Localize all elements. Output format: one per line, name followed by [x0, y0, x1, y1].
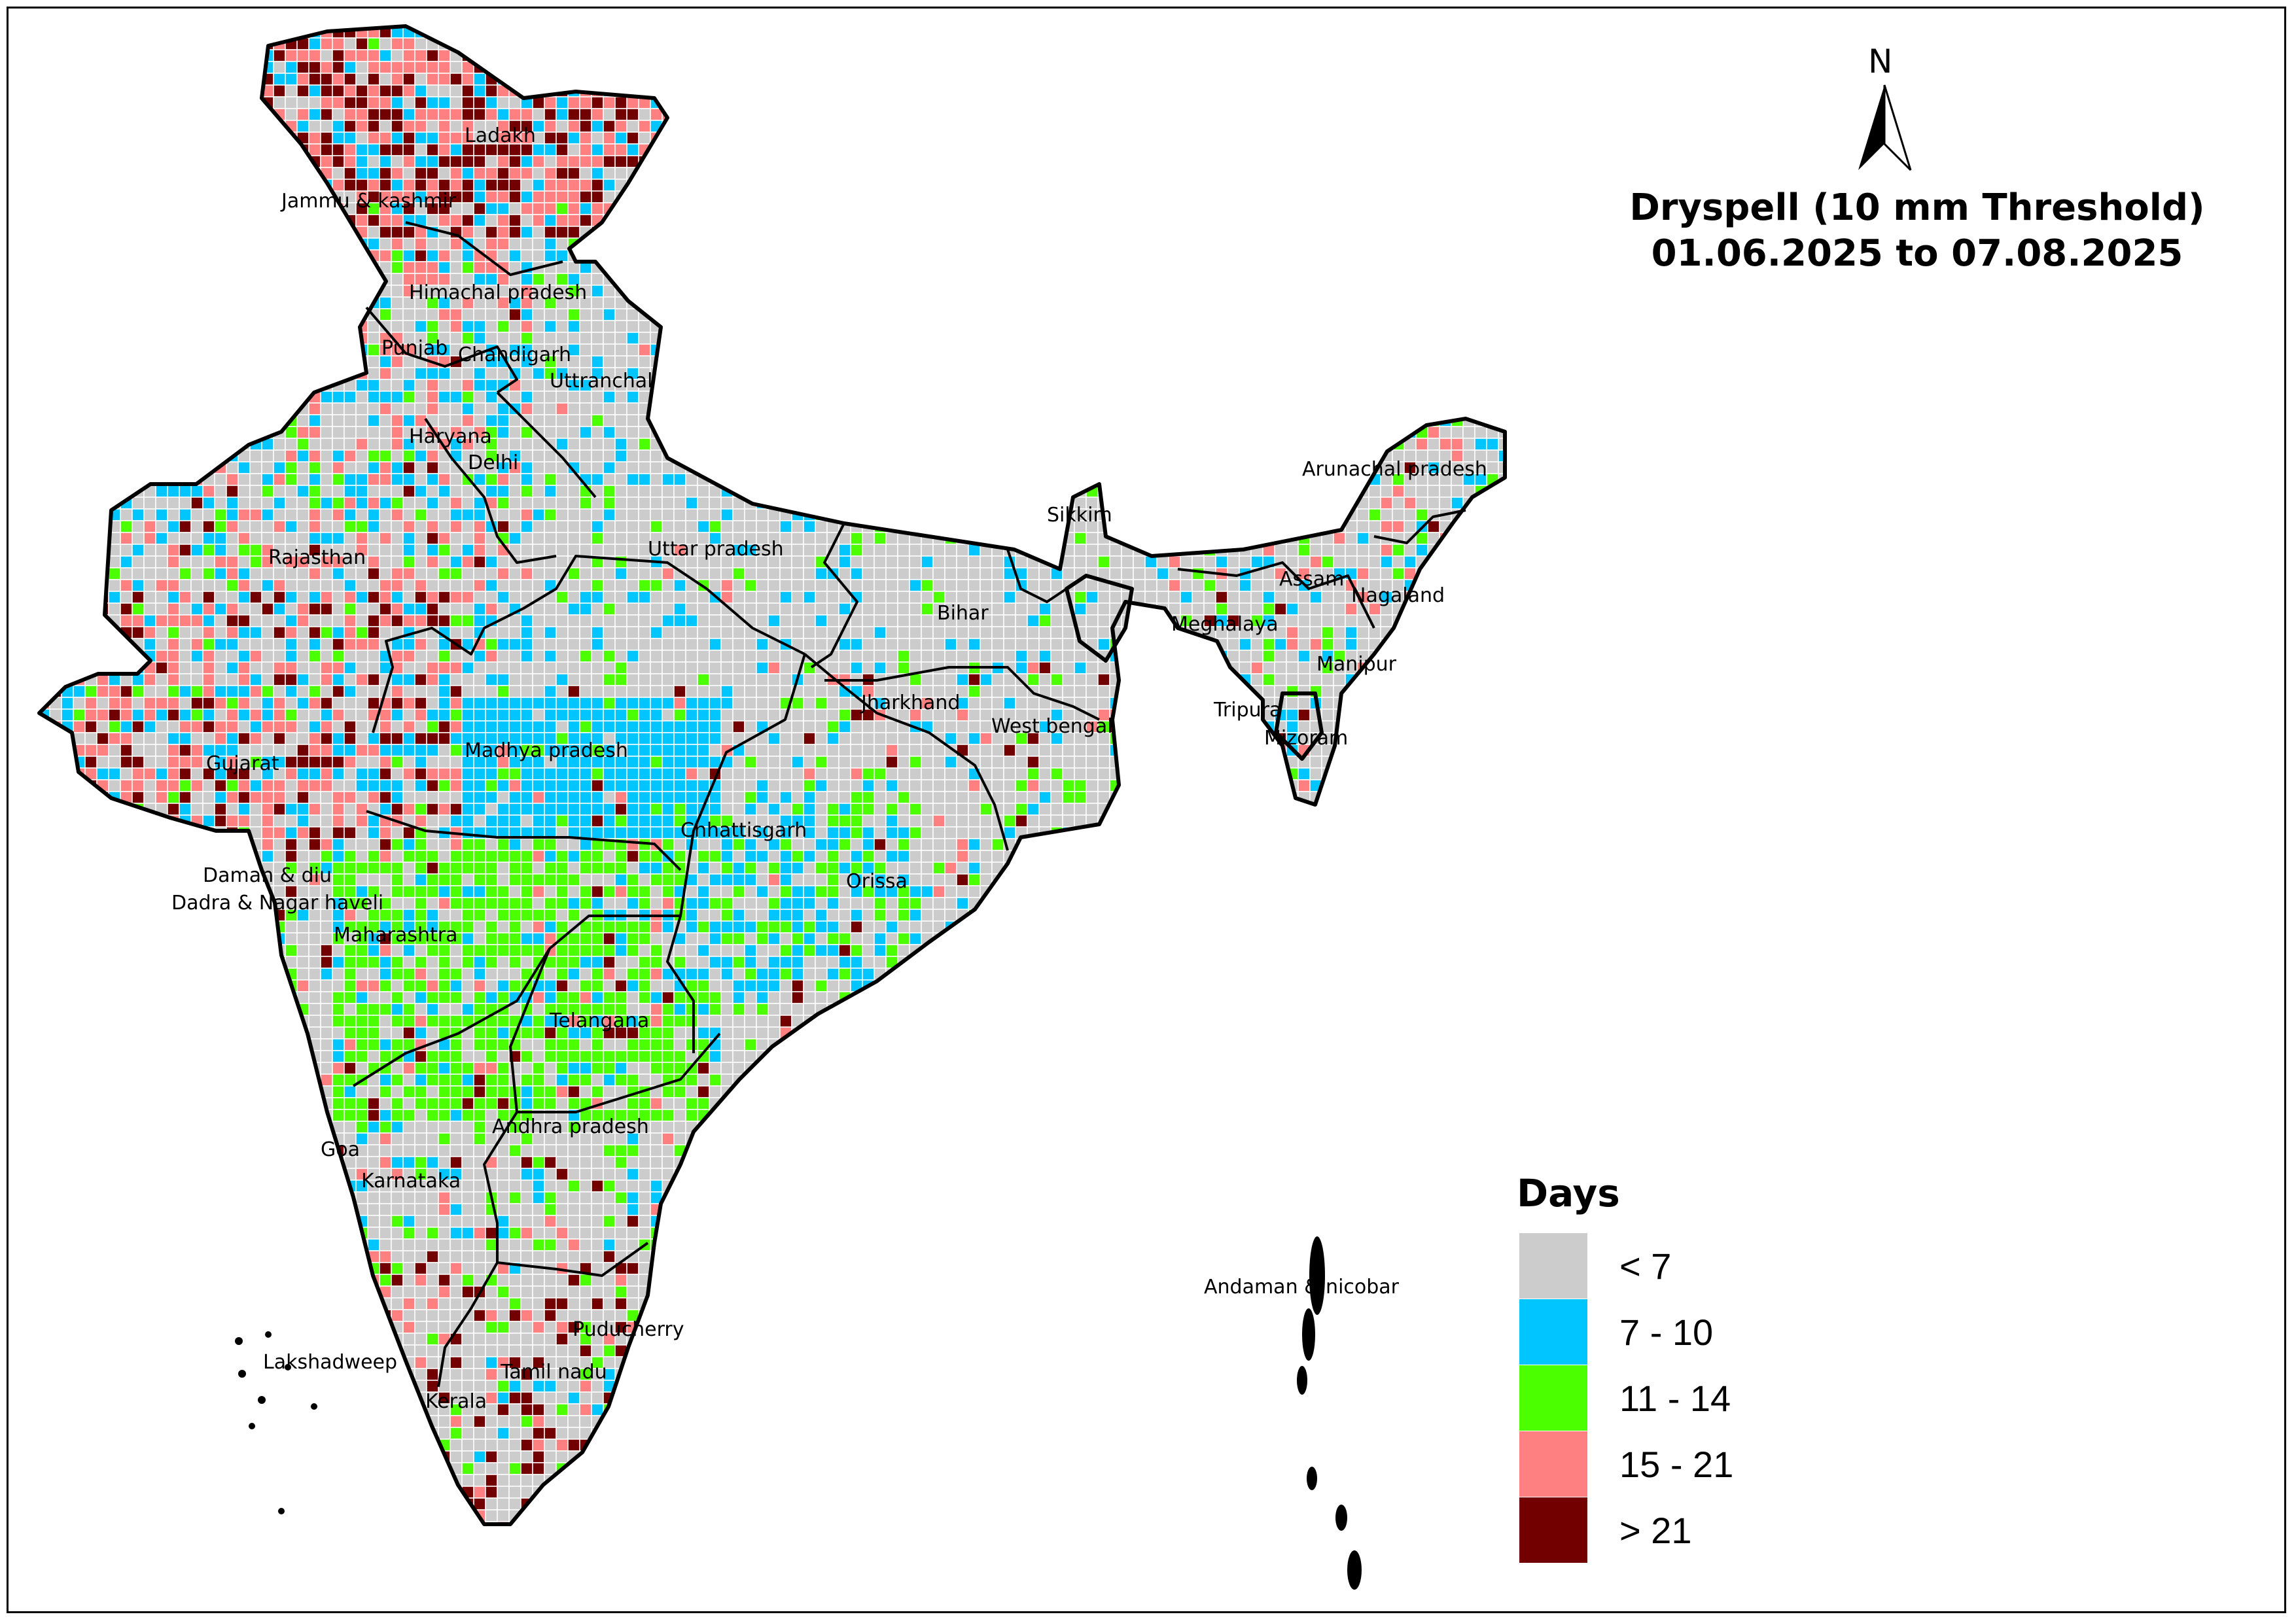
state-label: Goa [321, 1138, 360, 1161]
state-label: Puducherry [573, 1318, 684, 1341]
state-label: Karnataka [361, 1170, 461, 1193]
state-label: Meghalaya [1171, 613, 1279, 636]
nicobar-island [1335, 1505, 1347, 1531]
nicobar-island [1307, 1467, 1317, 1490]
lakshadweep-island [278, 1508, 285, 1514]
legend-label: 7 - 10 [1619, 1312, 1714, 1353]
north-arrow-icon [1858, 84, 1912, 171]
state-boundaries [352, 221, 1466, 1387]
state-label: Lakshadweep [263, 1351, 398, 1374]
state-label: Tamil nadu [501, 1361, 607, 1384]
state-label: Ladakh [465, 124, 536, 147]
state-label: Sikkim [1047, 504, 1112, 527]
state-label: Tripura [1214, 699, 1282, 722]
legend-label: 11 - 14 [1619, 1378, 1731, 1419]
state-label: Maharashtra [334, 924, 458, 947]
state-label: Chhattisgarh [680, 819, 807, 842]
state-label: Haryana [409, 425, 492, 448]
nicobar-island [1347, 1550, 1362, 1590]
state-label: Orissa [846, 870, 908, 893]
legend-label: 15 - 21 [1619, 1444, 1734, 1485]
dryspell-grid [39, 26, 1505, 1524]
andaman-island [1309, 1236, 1325, 1315]
legend-label: < 7 [1619, 1246, 1672, 1287]
lakshadweep-island [235, 1337, 243, 1345]
tripura-boundary [1274, 691, 1324, 761]
state-label: Andhra pradesh [492, 1115, 649, 1138]
state-label: Himachal pradesh [409, 281, 588, 304]
state-label: Mizoram [1264, 727, 1349, 750]
islands [235, 1236, 1362, 1590]
northeast-boundary [1065, 574, 1134, 663]
state-label: Dadra & Nagar haveli [171, 892, 384, 915]
state-label: Daman & diu [203, 864, 332, 887]
state-label: Rajasthan [268, 546, 366, 569]
legend-swatch [1519, 1233, 1587, 1299]
legend-swatch [1519, 1365, 1587, 1431]
map-title-line1: Dryspell (10 mm Threshold) [1629, 186, 2205, 229]
legend-label: > 21 [1619, 1510, 1692, 1551]
state-label: Punjab [381, 337, 448, 360]
state-label: Madhya pradesh [465, 739, 628, 762]
map-frame [7, 7, 2286, 1613]
state-label: Chandigarh [458, 343, 571, 366]
legend-title: Days [1517, 1171, 1620, 1215]
state-label: West bengal [991, 715, 1113, 738]
legend-swatch [1519, 1299, 1587, 1365]
north-label: N [1868, 43, 1893, 80]
state-label: Uttar pradesh [648, 538, 784, 561]
map-title-line2: 01.06.2025 to 07.08.2025 [1651, 232, 2183, 275]
lakshadweep-island [249, 1423, 255, 1429]
state-label: Arunachal pradesh [1302, 458, 1487, 481]
legend-swatch [1519, 1497, 1587, 1563]
state-label: Kerala [425, 1390, 487, 1413]
state-label: Bihar [937, 602, 989, 625]
state-label: Delhi [468, 451, 519, 474]
state-label: Andaman & nicobar [1204, 1276, 1400, 1299]
state-label: Uttranchal [550, 370, 653, 393]
lakshadweep-island [238, 1370, 246, 1378]
state-label: Manipur [1316, 653, 1397, 676]
andaman-island [1302, 1308, 1315, 1361]
state-label: Jammu & kashmir [281, 190, 456, 213]
legend-swatch [1519, 1431, 1587, 1497]
lakshadweep-island [285, 1364, 291, 1370]
state-label: Gujarat [206, 752, 279, 775]
state-label: Telangana [550, 1009, 650, 1032]
state-label: Nagaland [1351, 584, 1445, 607]
lakshadweep-island [311, 1403, 317, 1410]
lakshadweep-island [265, 1331, 272, 1338]
state-label: Assam [1279, 568, 1345, 591]
state-label: Jharkhand [861, 691, 961, 714]
lakshadweep-island [258, 1396, 266, 1404]
andaman-island [1297, 1366, 1307, 1395]
